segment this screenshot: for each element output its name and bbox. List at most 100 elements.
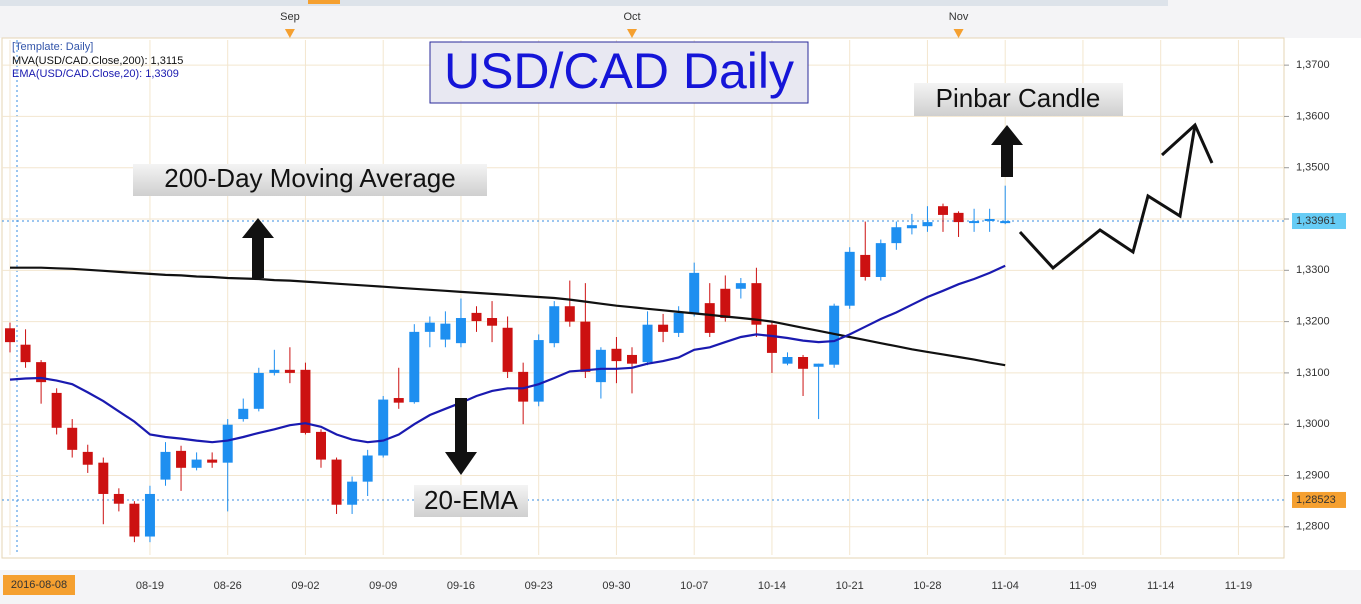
candle-body <box>113 493 124 504</box>
candle-body <box>5 328 15 343</box>
candle-body <box>67 427 78 450</box>
candle-body <box>906 225 917 229</box>
candle-body <box>51 392 62 428</box>
annotation: 200-Day Moving Average <box>164 163 455 193</box>
title-box <box>429 41 809 104</box>
candle-body <box>362 455 373 482</box>
annotation: 20-EMA <box>424 485 519 515</box>
top-axis-bg <box>0 0 1361 38</box>
y-tick-label: 1,3500 <box>1296 162 1330 174</box>
price-label: 1,33961 <box>1296 215 1336 227</box>
candle-body <box>393 398 404 403</box>
candle-body <box>518 371 529 402</box>
candle-body <box>798 357 809 369</box>
candle-body <box>891 227 902 244</box>
month-marker <box>284 29 295 38</box>
y-tick-label: 1,2900 <box>1296 469 1330 481</box>
candle-body <box>176 450 187 468</box>
candle-body <box>20 344 31 363</box>
candle-body <box>160 451 171 480</box>
marks <box>5 185 1011 543</box>
annotation-box <box>914 83 1123 116</box>
candle-body <box>300 369 311 433</box>
candle-body <box>922 222 933 227</box>
candle-body <box>580 321 591 372</box>
candle-body <box>953 212 964 223</box>
y-tick-label: 1,3200 <box>1296 316 1330 328</box>
candle-body <box>238 408 249 420</box>
candle-body <box>720 288 731 319</box>
candle-body <box>269 369 280 373</box>
candle-body <box>331 459 342 505</box>
indicator-line <box>9 264 1006 444</box>
month-label: Oct <box>623 11 640 23</box>
candle-body <box>549 306 560 344</box>
candle-body <box>611 348 622 362</box>
candle-body <box>673 312 684 333</box>
annotation-box <box>414 485 528 517</box>
x-tick-label: 2016-08-08 <box>11 579 67 591</box>
candle-body <box>969 221 980 224</box>
candle-body <box>627 354 637 364</box>
candle-body <box>751 283 762 325</box>
candle-body <box>984 219 995 222</box>
price-box <box>1292 213 1346 230</box>
candle-body <box>658 324 669 332</box>
x-tick-label: 08-26 <box>214 580 242 592</box>
candle-body <box>424 322 435 332</box>
candle-body <box>689 272 700 313</box>
candle-body <box>98 462 109 494</box>
x-tick-label: 09-16 <box>447 580 475 592</box>
month-label: Sep <box>280 11 300 23</box>
month-label: Nov <box>949 11 969 23</box>
candle-body <box>36 362 47 383</box>
grid <box>2 40 1289 555</box>
labels: 1,28001,29001,30001,31001,32001,33001,34… <box>3 11 1346 595</box>
candle-body <box>502 327 513 372</box>
forecast-arrowhead <box>1160 122 1214 164</box>
candle-body <box>440 323 451 340</box>
candle-body <box>487 318 498 326</box>
y-tick-label: 1,3600 <box>1296 110 1330 122</box>
y-tick-label: 1,2800 <box>1296 521 1330 533</box>
month-marker <box>627 29 637 38</box>
bottom-axis-bg <box>0 570 1361 604</box>
candle-body <box>409 331 420 403</box>
candle-body <box>704 303 715 333</box>
candle-body <box>129 503 140 537</box>
price-label: 1,28523 <box>1296 494 1336 506</box>
y-tick-label: 1,3700 <box>1296 59 1330 71</box>
candle-body <box>766 324 777 353</box>
indicator-line <box>10 266 1006 367</box>
candle-body <box>284 369 295 373</box>
candle-body <box>378 399 389 456</box>
x-tick-label: 10-21 <box>836 580 864 592</box>
candle-body <box>82 451 93 465</box>
arrow-up <box>242 218 274 278</box>
candle-body <box>191 459 202 468</box>
x-tick-label: 10-14 <box>758 580 786 592</box>
candle-body <box>813 363 824 367</box>
y-tick-label: 1,3000 <box>1296 418 1330 430</box>
candle-body <box>844 251 855 306</box>
candle-body <box>642 324 653 363</box>
candle-body <box>471 312 482 322</box>
x-tick-label: 09-30 <box>602 580 630 592</box>
candle-body <box>533 340 544 402</box>
forecast-path <box>1018 124 1197 271</box>
y-tick-label: 1,3300 <box>1296 264 1330 276</box>
x-tick-label: 11-04 <box>992 580 1019 592</box>
candle-body <box>782 357 793 364</box>
candle-body <box>207 459 218 463</box>
x-tick-label: 09-02 <box>291 580 319 592</box>
scroll-bar <box>0 0 1168 6</box>
plot-area <box>1 37 1285 559</box>
x-tick-label: 09-09 <box>369 580 397 592</box>
price-box <box>1292 491 1346 508</box>
candle-body <box>564 306 575 322</box>
x-tick-label: 09-23 <box>525 580 553 592</box>
x-tick-label: 11-14 <box>1147 580 1174 592</box>
candle-body <box>829 305 840 365</box>
month-marker <box>953 29 964 38</box>
